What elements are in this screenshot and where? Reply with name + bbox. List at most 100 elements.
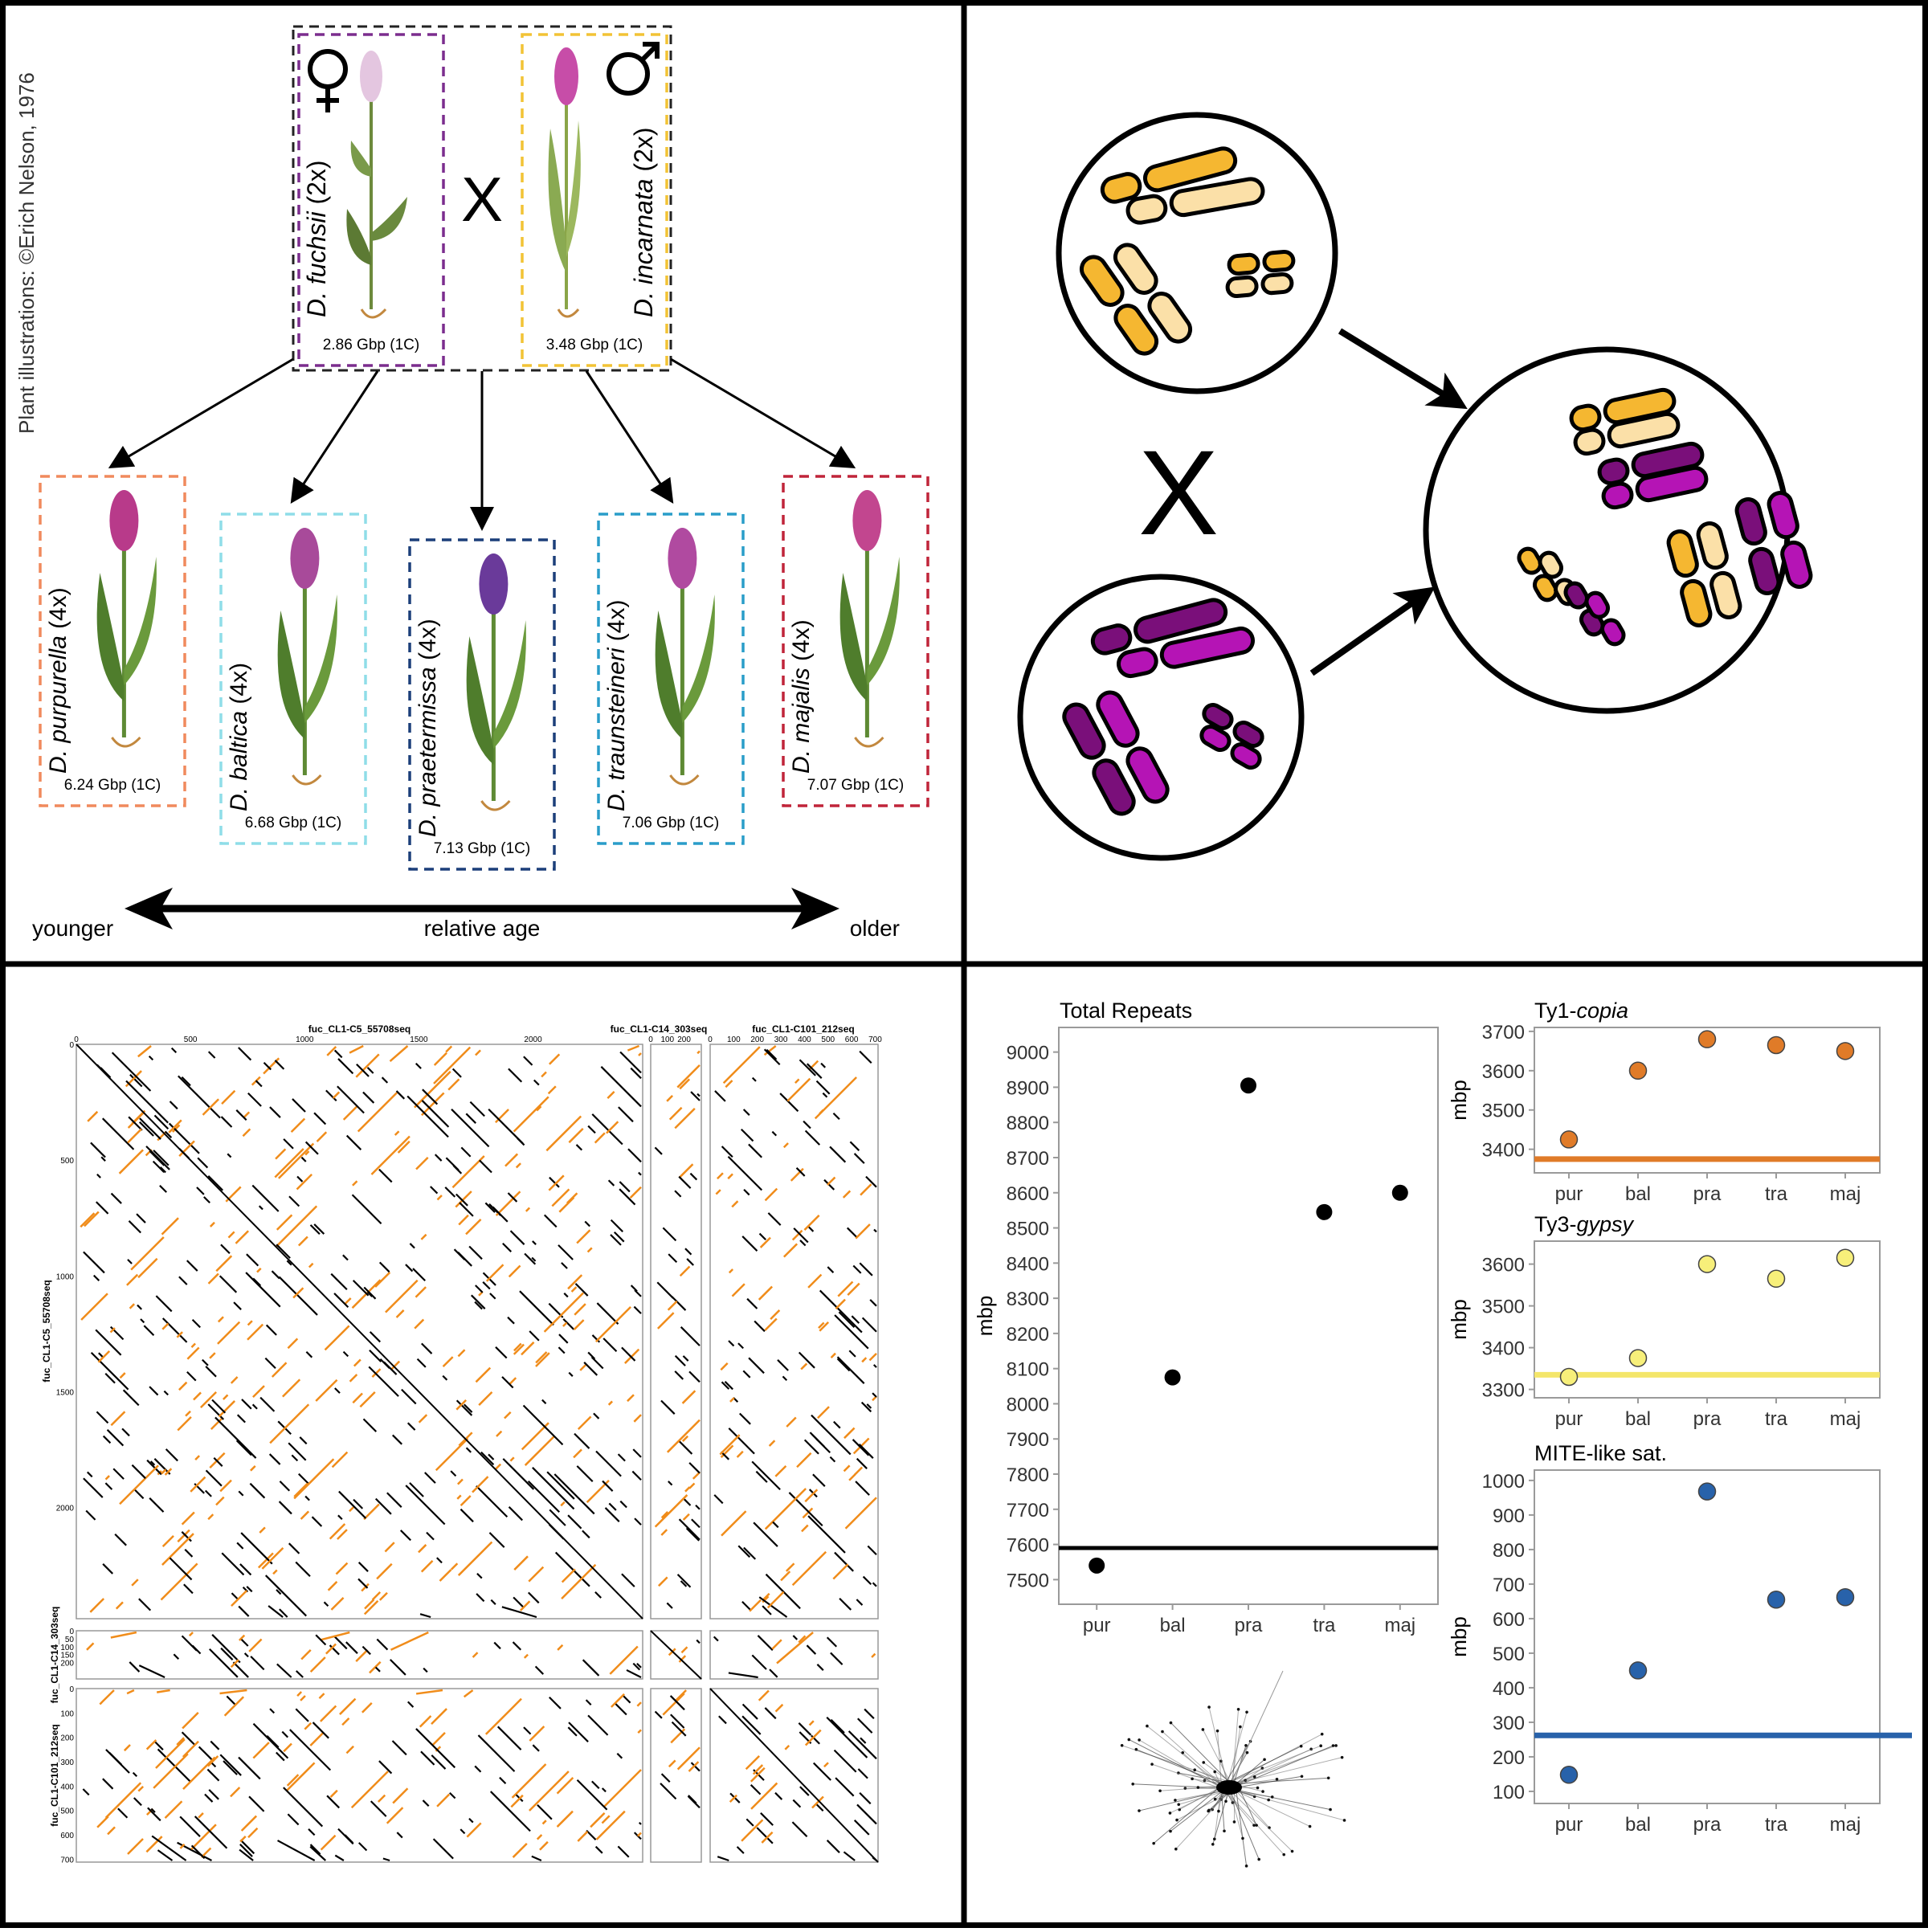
polyploid-ploidy: (4x)	[415, 619, 441, 660]
chart-point-pur	[1561, 1369, 1578, 1386]
orchid-leaf	[97, 573, 125, 701]
graph-node	[1341, 1756, 1344, 1759]
orchid-illustration-praetermissa	[467, 553, 526, 810]
chart-point-pra	[1240, 1077, 1256, 1093]
chart-y-tick-label: 1000	[1482, 1471, 1525, 1493]
polyploid-name: D. majalis (4x)	[788, 619, 815, 774]
chart-title: Ty1-copia	[1534, 999, 1628, 1023]
chart-x-tick-label: pra	[1693, 1408, 1722, 1430]
panel-hybridization-scheme: Plant illustrations: ©Erich Nelson, 1976…	[14, 27, 928, 941]
chromatid-arm	[1262, 274, 1293, 294]
graph-edge	[1236, 1791, 1247, 1866]
chromatid-arm	[1264, 251, 1294, 272]
chart-point-tra	[1316, 1204, 1332, 1220]
chart-x-tick-label: tra	[1765, 1408, 1788, 1430]
orchid-illustration-traunsteineri	[656, 528, 715, 784]
dotplot-column-tick: 100	[660, 1035, 674, 1044]
graph-node	[1175, 1819, 1178, 1822]
polyploid-card-purpurella: D. purpurella (4x)6.24 Gbp (1C)	[40, 476, 185, 806]
chart-x-tick-label: tra	[1765, 1183, 1788, 1205]
chart-x-tick-label: pra	[1235, 1615, 1263, 1636]
panel-repeat-charts: Total Repeatsmbp750076007700780079008000…	[973, 999, 1912, 1868]
orchid-illustration-incarnata	[549, 47, 581, 317]
dotplot-row-tick: 200	[60, 1660, 74, 1669]
chart-x-tick-label: maj	[1384, 1615, 1415, 1636]
dotplot-row-tick: 200	[60, 1734, 74, 1743]
chart-y-tick-label: 7500	[1007, 1570, 1049, 1591]
polyploid-ploidy: (4x)	[788, 619, 815, 661]
chart-point-bal	[1165, 1370, 1181, 1386]
chart-point-pra	[1699, 1031, 1716, 1048]
graph-node	[1169, 1812, 1172, 1815]
graph-node	[1197, 1786, 1200, 1789]
graph-node	[1267, 1799, 1270, 1802]
arrow-fuchsii-to-hybrid	[1312, 590, 1430, 673]
graph-node	[1138, 1809, 1141, 1812]
chart-y-tick-label: 3600	[1482, 1061, 1525, 1083]
graph-node	[1202, 1761, 1205, 1764]
graph-node	[1128, 1738, 1131, 1742]
male-parent-genome-size: 3.48 Gbp (1C)	[546, 337, 643, 353]
descent-arrows	[112, 359, 852, 526]
graph-node	[1245, 1711, 1248, 1714]
graph-node	[1263, 1758, 1266, 1761]
dotplot-row-tick: 700	[60, 1856, 74, 1865]
graph-node	[1282, 1853, 1285, 1856]
chromatid-arm	[1780, 540, 1814, 589]
graph-node	[1152, 1842, 1155, 1845]
polyploid-ploidy: (4x)	[603, 600, 630, 642]
graph-node	[1252, 1824, 1256, 1827]
arrow-incarnata-to-hybrid	[1340, 331, 1462, 406]
polyploid-species: purpurella	[45, 635, 71, 743]
chromatid-arm	[1228, 254, 1259, 274]
graph-node	[1121, 1744, 1124, 1747]
chart-point-pra	[1699, 1483, 1716, 1500]
dotplot-cell	[710, 1631, 878, 1679]
chart-point-maj	[1392, 1185, 1408, 1201]
polyploid-cards: D. purpurella (4x)6.24 Gbp (1C) D. baltic…	[40, 476, 928, 869]
charts: Total Repeatsmbp750076007700780079008000…	[973, 999, 1912, 1836]
chart-y-tick-label: 3400	[1482, 1140, 1525, 1162]
polyploid-genus: D.	[603, 787, 630, 811]
chart-y-tick-label: 500	[1493, 1644, 1525, 1665]
graph-node	[1177, 1803, 1180, 1806]
polyploid-name: D. baltica (4x)	[226, 663, 252, 811]
graph-node	[1309, 1825, 1312, 1828]
orchid-illustration-baltica	[278, 528, 337, 784]
graph-node	[1174, 1848, 1178, 1851]
graph-node	[1257, 1858, 1260, 1861]
female-parent-genome-size: 2.86 Gbp (1C)	[323, 337, 419, 353]
polyploid-card-traunsteineri: D. traunsteineri (4x)7.06 Gbp (1C)	[598, 514, 743, 843]
chart-point-maj	[1837, 1043, 1854, 1060]
graph-node	[1214, 1798, 1217, 1801]
polyploid-genus: D.	[788, 750, 815, 774]
graph-node	[1224, 1799, 1227, 1803]
polyploid-genome-size: 6.68 Gbp (1C)	[245, 815, 341, 831]
dotplot-column-tick: 2000	[524, 1035, 542, 1044]
dotplot-cell	[710, 1044, 878, 1619]
female-parent-card: D. fuchsii (2x) 2.86 Gbp (1C)	[299, 35, 443, 366]
chart-y-axis-label: mbp	[973, 1296, 997, 1337]
chart-point-bal	[1630, 1662, 1647, 1679]
graph-node	[1161, 1730, 1164, 1734]
dotplot-column-label: fuc_CL1-C5_55708seq	[308, 1023, 411, 1035]
graph-node	[1191, 1778, 1194, 1781]
orchid-leaf	[867, 557, 900, 685]
dotplot-column-tick: 0	[708, 1035, 713, 1044]
orchid-roots	[112, 737, 140, 746]
graph-node	[1174, 1799, 1177, 1802]
chart-x-tick-label: bal	[1625, 1814, 1651, 1836]
chart-plot-area	[1059, 1027, 1438, 1604]
graph-node	[1135, 1748, 1138, 1751]
dotplot-row-tick: 300	[60, 1758, 74, 1767]
graph-node	[1246, 1751, 1249, 1754]
male-parent-name: D. incarnata (2x)	[629, 127, 658, 317]
graph-node	[1170, 1722, 1173, 1725]
dotplot-row-tick: 0	[69, 1041, 74, 1050]
chart-y-tick-label: 7900	[1007, 1429, 1049, 1451]
chart-y-tick-label: 3400	[1482, 1338, 1525, 1360]
graph-node	[1253, 1775, 1256, 1779]
chart-point-tra	[1768, 1591, 1785, 1608]
